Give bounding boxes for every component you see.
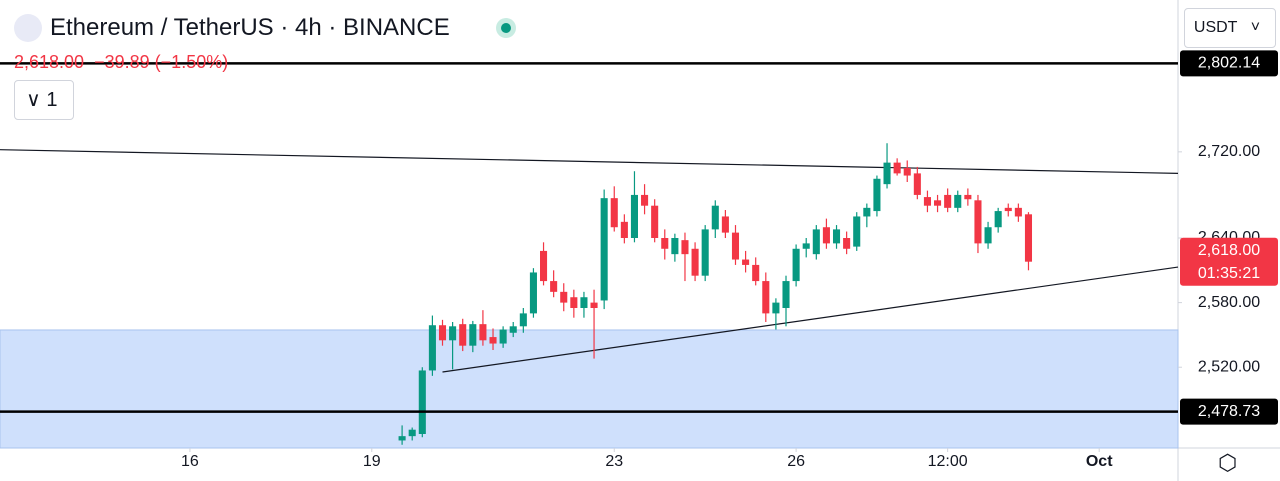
candle-body [903, 168, 911, 176]
candle-body [449, 326, 457, 341]
candle-body [489, 337, 497, 344]
candle-body [742, 259, 750, 265]
level-label-bg [1180, 50, 1278, 77]
candle-body [499, 329, 507, 344]
candle-body [671, 238, 679, 255]
candle-body [964, 194, 972, 200]
candle-body [974, 200, 982, 244]
currency: USDT [1193, 19, 1238, 36]
candle-body [428, 325, 436, 371]
x-tick-label: 12:00 [928, 453, 968, 470]
candle-body [802, 243, 810, 249]
candle-body [893, 162, 901, 174]
candle-body [782, 281, 790, 308]
trendline [442, 266, 1179, 373]
last-price-label: 2,618.00 [1198, 242, 1260, 259]
candle-body [812, 229, 820, 255]
candle-body [832, 229, 841, 244]
candle-body [469, 324, 477, 346]
candle-body [691, 248, 699, 276]
currency-select[interactable]: USDT ˅ [1184, 8, 1276, 48]
candle-body [570, 297, 578, 308]
candle-body [540, 250, 548, 282]
candle-body [600, 198, 608, 301]
x-tick-label: 16 [181, 453, 199, 470]
candle-body [762, 281, 770, 314]
candle-body [459, 324, 467, 346]
change: −39.89 [94, 52, 150, 72]
candle-body [519, 313, 527, 327]
candle-body [1004, 207, 1012, 212]
candle-body [529, 272, 537, 314]
candle-body [1014, 207, 1022, 217]
candle-body [661, 238, 669, 249]
candle-body [954, 194, 962, 208]
candle-body [843, 238, 851, 249]
last-price-bg [1180, 237, 1278, 286]
candle-body [651, 205, 659, 238]
candle-body [418, 370, 426, 434]
candle-body [408, 429, 416, 437]
candle-body [701, 229, 709, 276]
candle-body [994, 211, 1002, 228]
candle-body [438, 325, 447, 341]
candle-body [509, 326, 517, 333]
status-dot [496, 18, 516, 38]
y-tick-label: 2,720.00 [1198, 143, 1260, 160]
price-line: 2,618.00 −39.89 (−1.50%) [14, 52, 228, 73]
level-label: 2,802.14 [1198, 55, 1260, 72]
candle-body [822, 227, 830, 244]
trendline [0, 149, 1179, 174]
indicator-toggle[interactable]: ∨ 1 [14, 80, 74, 120]
candle-body [610, 198, 618, 228]
candle-body [883, 162, 891, 185]
candle-body [479, 324, 487, 341]
candle-body [641, 194, 649, 206]
candle-body [711, 205, 719, 230]
candle-body [560, 291, 568, 303]
countdown: 01:35:21 [1198, 265, 1260, 282]
candle-body [752, 264, 760, 282]
candle-body [923, 197, 931, 206]
candle-body [913, 173, 921, 195]
candle-body [550, 281, 558, 292]
candle-body [792, 248, 800, 282]
candle-body [934, 200, 942, 206]
candle-body [630, 194, 638, 238]
indicator-count: 1 [46, 89, 58, 111]
y-tick-label: 2,580.00 [1198, 294, 1260, 311]
candle-body [681, 240, 689, 255]
plot [0, 143, 1179, 449]
candle-body [1024, 214, 1033, 262]
level-label-bg [1180, 398, 1278, 425]
candle-body [873, 178, 881, 212]
candle-body [944, 194, 952, 208]
candle-body [721, 216, 729, 233]
candle-body [863, 207, 871, 217]
candle-body [853, 216, 861, 247]
candle-body [772, 302, 780, 314]
candle-body [984, 227, 992, 244]
candle-body [731, 232, 740, 260]
demand-zone [0, 329, 1179, 449]
candle-body [590, 302, 598, 308]
settings-icon[interactable]: ⬡ [1218, 450, 1238, 475]
y-tick-label: 2,520.00 [1198, 358, 1260, 375]
candle-body [398, 436, 406, 441]
candle-body [580, 297, 588, 308]
coin-icon [14, 14, 42, 42]
symbol-title[interactable]: Ethereum / TetherUS · 4h · BINANCE [50, 14, 450, 41]
x-tick-label: 23 [605, 453, 623, 470]
x-tick-label: 26 [787, 453, 805, 470]
x-tick-label: 19 [363, 453, 381, 470]
x-tick-label: Oct [1086, 453, 1113, 470]
change-pct: (−1.50%) [154, 52, 229, 72]
candle-body [620, 221, 628, 238]
level-label: 2,478.73 [1198, 403, 1260, 420]
last-price: 2,618.00 [14, 52, 85, 72]
